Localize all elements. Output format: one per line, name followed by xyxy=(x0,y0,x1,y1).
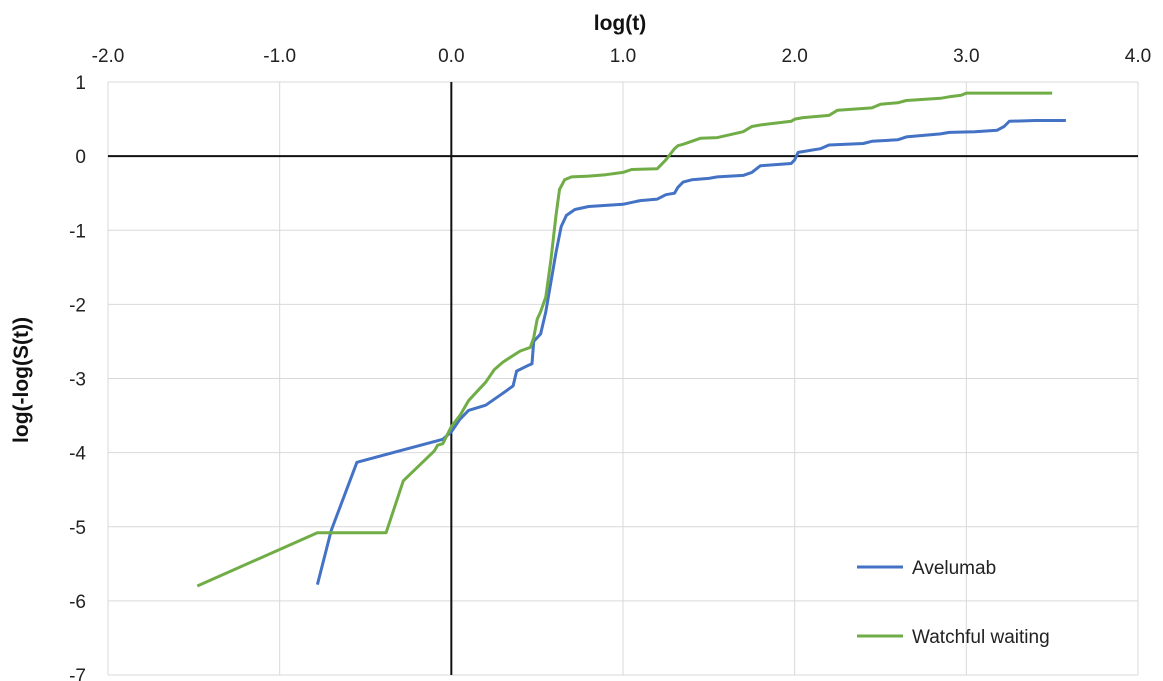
y-tick-label: -3 xyxy=(69,370,86,391)
y-axis-title: log(-log(S(t)) xyxy=(10,317,33,443)
y-tick-label: -5 xyxy=(69,518,86,539)
x-axis-title: log(t) xyxy=(594,12,646,35)
x-tick-label: 1.0 xyxy=(610,46,636,67)
x-tick-label: 4.0 xyxy=(1125,46,1151,67)
x-tick-label: 3.0 xyxy=(953,46,979,67)
series-lines xyxy=(196,91,1066,588)
y-tick-label: 0 xyxy=(75,147,86,168)
y-tick-label: 1 xyxy=(75,73,86,94)
legend-label-watchful-waiting: Watchful waiting xyxy=(912,627,1050,648)
series-line-avelumab xyxy=(315,119,1066,585)
legend: Avelumab Watchful waiting xyxy=(857,558,1050,648)
gridlines xyxy=(107,81,1139,676)
legend-label-avelumab: Avelumab xyxy=(912,558,996,579)
y-tick-label: -6 xyxy=(69,592,86,613)
series-line-watchful-waiting xyxy=(196,91,1053,588)
y-tick-label: -1 xyxy=(69,221,86,242)
tick-labels: -2.0 -1.0 0.0 1.0 2.0 3.0 4.0 1 0 -1 -2 -3 -4 -5 -6 -7 xyxy=(69,46,1151,681)
x-tick-label: 2.0 xyxy=(781,46,807,67)
x-tick-label: 0.0 xyxy=(438,46,464,67)
y-tick-label: -4 xyxy=(69,444,86,465)
y-tick-label: -7 xyxy=(69,666,86,681)
x-tick-label: -2.0 xyxy=(92,46,125,67)
y-tick-label: -2 xyxy=(69,295,86,316)
axes xyxy=(108,82,1138,675)
x-tick-label: -1.0 xyxy=(263,46,296,67)
